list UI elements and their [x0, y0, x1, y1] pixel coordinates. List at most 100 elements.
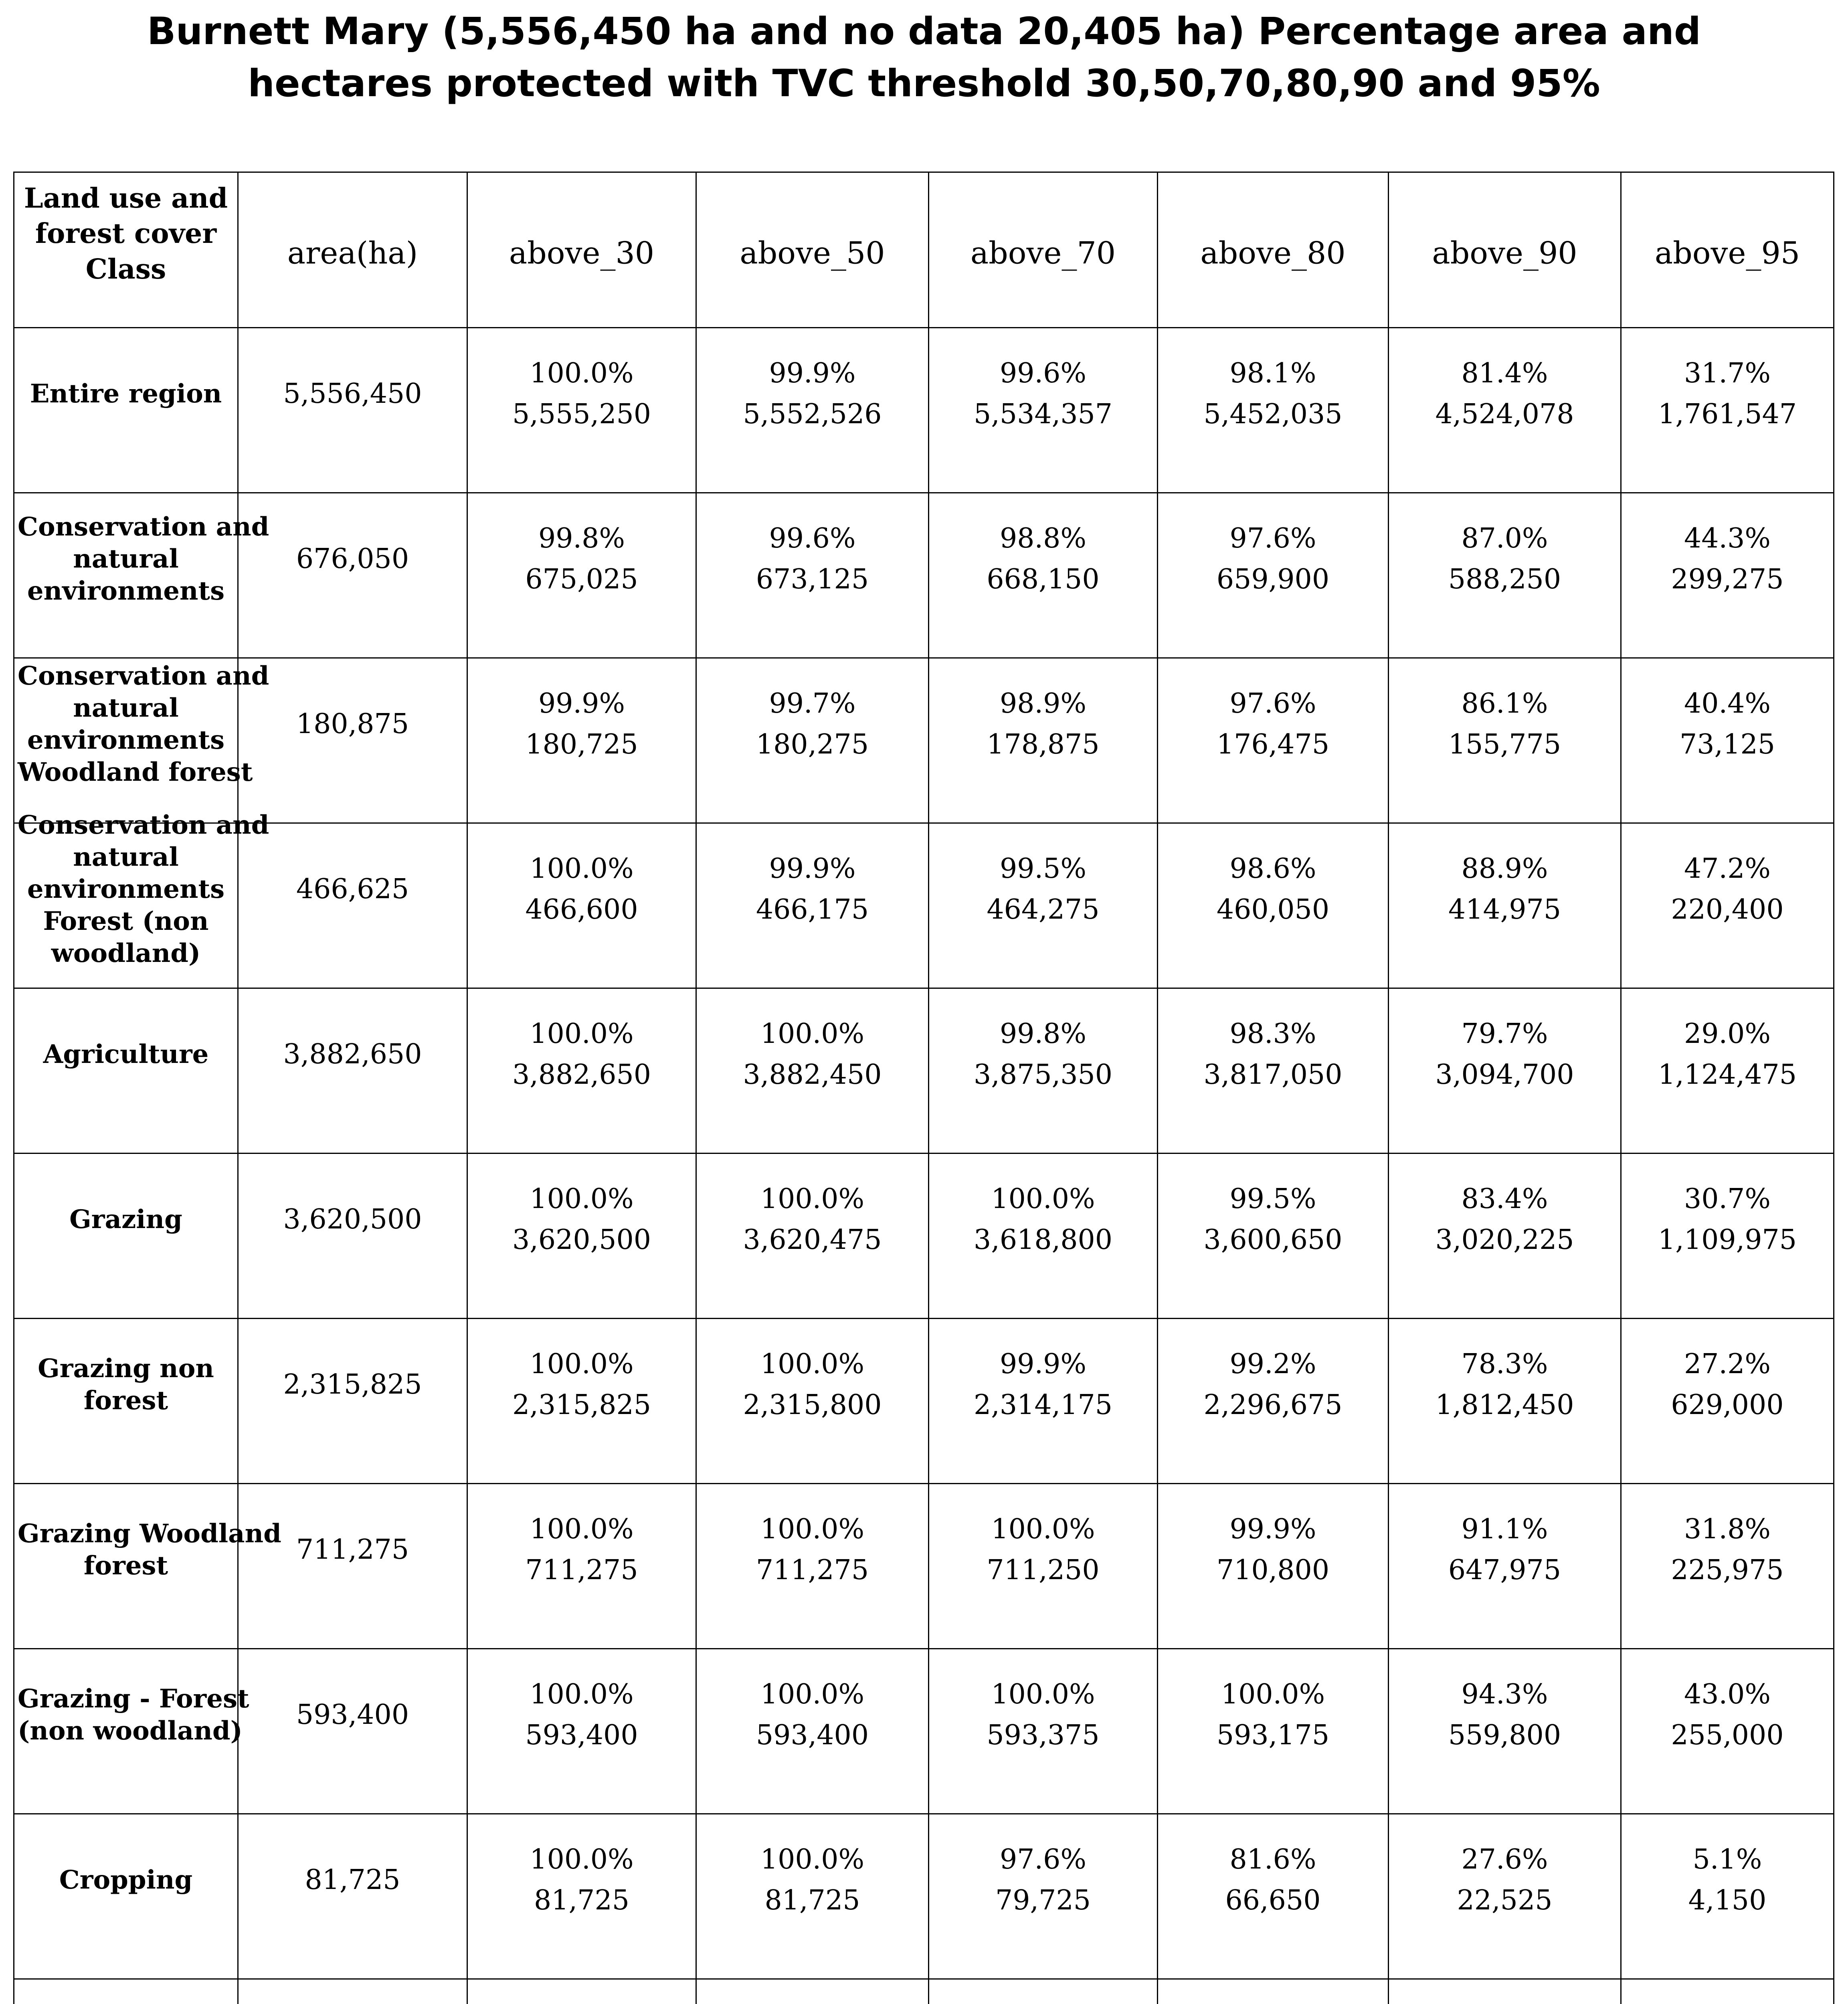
- column-header-label: above_30: [509, 235, 655, 271]
- percent-value: 29.0%: [1684, 1018, 1771, 1050]
- hectares-value: 464,275: [987, 893, 1100, 925]
- table-row: Cropping 81,725 100.0% 81,725 100.0% 81,725 97…: [13, 1813, 1834, 1980]
- table-row: Grazing Woodland forest 711,275 100.0% 711,…: [13, 1483, 1834, 1649]
- percent-value: 100.0%: [760, 1513, 865, 1545]
- threshold-cell: 100.0% 81,725: [467, 1813, 697, 1980]
- table-row: Conservation and natural environments Fo…: [13, 810, 1834, 989]
- percent-value: 97.6%: [1229, 522, 1316, 554]
- threshold-value: 100.0% 711,275: [471, 1509, 692, 1591]
- hectares-value: 2,315,800: [743, 1389, 882, 1421]
- threshold-cell: 100.0% 466,600: [467, 822, 697, 989]
- class-cell: Irrigation: [13, 1978, 239, 2004]
- percent-value: 40.4%: [1684, 687, 1771, 719]
- threshold-cell: 100.0% 3,882,450: [696, 988, 929, 1154]
- threshold-value: 99.9% 466,175: [700, 848, 925, 930]
- hectares-value: 180,275: [756, 728, 869, 760]
- hectares-value: 5,452,035: [1203, 398, 1343, 430]
- hectares-value: 711,275: [525, 1554, 638, 1586]
- area-value: 676,050: [296, 543, 409, 575]
- threshold-value: 100.0% 2,315,800: [700, 1344, 925, 1426]
- class-cell: Grazing Woodland forest: [13, 1483, 281, 1649]
- threshold-cell: 99.9%174,575: [696, 1978, 929, 2004]
- hectares-value: 180,725: [525, 728, 638, 760]
- percent-value: 100.0%: [991, 1678, 1095, 1710]
- threshold-cell: 88.9% 414,975: [1388, 822, 1622, 989]
- table-row: Entire region 5,556,450 100.0% 5,555,250 99.…: [13, 327, 1834, 493]
- class-label: Conservation and natural environments Fo…: [18, 810, 269, 968]
- threshold-cell: 100.0% 593,175: [1157, 1648, 1389, 1814]
- hectares-value: 647,975: [1448, 1554, 1561, 1586]
- hectares-value: 3,020,225: [1435, 1224, 1574, 1256]
- threshold-value: 99.8% 3,875,350: [932, 1014, 1154, 1095]
- hectares-value: 593,400: [525, 1719, 638, 1751]
- threshold-cell: 100.0% 711,250: [928, 1483, 1158, 1649]
- percent-value: 31.8%: [1684, 1513, 1771, 1545]
- threshold-cell: 100.0% 3,620,475: [696, 1153, 929, 1319]
- percent-value: 98.6%: [1229, 853, 1316, 885]
- percent-value: 87.0%: [1461, 522, 1548, 554]
- percent-value: 100.0%: [991, 1183, 1095, 1215]
- area-value: 711,275: [296, 1533, 409, 1566]
- percent-value: 100.0%: [760, 1018, 865, 1050]
- class-label: Conservation and natural environments Wo…: [18, 661, 269, 787]
- class-label: Grazing: [69, 1204, 182, 1234]
- percent-value: 44.3%: [1684, 522, 1771, 554]
- threshold-value: 44.3% 299,275: [1625, 518, 1830, 600]
- threshold-cell: 100.0% 2,315,800: [696, 1318, 929, 1484]
- area-cell: 81,725: [237, 1813, 468, 1980]
- threshold-cell: 40.4% 73,125: [1620, 657, 1834, 824]
- hectares-value: 1,124,475: [1658, 1059, 1797, 1091]
- percent-value: 97.6%: [1229, 687, 1316, 719]
- column-header-label: above_90: [1432, 235, 1577, 271]
- threshold-cell: 100.0% 593,375: [928, 1648, 1158, 1814]
- percent-value: 99.8%: [538, 522, 625, 554]
- percent-value: 83.4%: [1461, 1183, 1548, 1215]
- table-row: Grazing - Forest (non woodland) 593,400 10…: [13, 1648, 1834, 1814]
- column-header-above-90: above_90: [1388, 172, 1622, 328]
- threshold-cell: 99.8% 675,025: [467, 492, 697, 659]
- threshold-value: 99.9% 710,800: [1161, 1509, 1385, 1591]
- threshold-cell: 27.6% 22,525: [1388, 1813, 1622, 1980]
- class-cell: Grazing non forest: [13, 1318, 239, 1484]
- threshold-value: 86.1% 155,775: [1392, 683, 1617, 765]
- percent-value: 99.9%: [769, 357, 856, 389]
- threshold-value: 81.4% 4,524,078: [1392, 353, 1617, 435]
- hectares-value: 593,175: [1216, 1719, 1330, 1751]
- hectares-value: 629,000: [1671, 1389, 1784, 1421]
- threshold-value: 97.6% 176,475: [1161, 683, 1385, 765]
- area-cell: 3,620,500: [237, 1153, 468, 1319]
- hectares-value: 3,882,450: [743, 1059, 882, 1091]
- hectares-value: 2,314,175: [973, 1389, 1113, 1421]
- threshold-cell: 78.3% 1,812,450: [1388, 1318, 1622, 1484]
- area-cell: 711,275: [237, 1483, 468, 1649]
- threshold-cell: 100.0% 3,618,800: [928, 1153, 1158, 1319]
- hectares-value: 220,400: [1671, 893, 1784, 925]
- threshold-cell: 99.6% 673,125: [696, 492, 929, 659]
- area-value: 2,315,825: [283, 1368, 422, 1400]
- hectares-value: 659,900: [1216, 563, 1330, 595]
- hectares-value: 3,882,650: [512, 1059, 651, 1091]
- area-cell: 2,315,825: [237, 1318, 468, 1484]
- column-header-above-50: above_50: [696, 172, 929, 328]
- percent-value: 99.2%: [1229, 1348, 1316, 1380]
- hectares-value: 66,650: [1225, 1884, 1321, 1916]
- threshold-value: 97.6% 659,900: [1161, 518, 1385, 600]
- threshold-value: 43.0% 255,000: [1625, 1674, 1830, 1756]
- hectares-value: 73,125: [1680, 728, 1775, 760]
- hectares-value: 5,534,357: [973, 398, 1113, 430]
- hectares-value: 673,125: [756, 563, 869, 595]
- threshold-cell: 100.0% 3,882,650: [467, 988, 697, 1154]
- threshold-cell: 99.9% 466,175: [696, 822, 929, 989]
- threshold-cell: 98.8% 668,150: [928, 492, 1158, 659]
- hectares-value: 3,875,350: [973, 1059, 1113, 1091]
- percent-value: 100.0%: [530, 853, 634, 885]
- percent-value: 100.0%: [991, 1513, 1095, 1545]
- area-value: 81,725: [305, 1864, 400, 1896]
- threshold-cell: 82.7%144,475: [1157, 1978, 1389, 2004]
- class-cell: Conservation and natural environments Wo…: [13, 657, 269, 824]
- table-row: Grazing non forest 2,315,825 100.0% 2,315,8…: [13, 1318, 1834, 1484]
- threshold-cell: 81.6% 66,650: [1157, 1813, 1389, 1980]
- table-header-row: Land use and forest cover Class area(ha) a…: [13, 172, 1834, 328]
- threshold-cell: 97.6% 176,475: [1157, 657, 1389, 824]
- page-title: Burnett Mary (5,556,450 ha and no data 2…: [147, 10, 1701, 105]
